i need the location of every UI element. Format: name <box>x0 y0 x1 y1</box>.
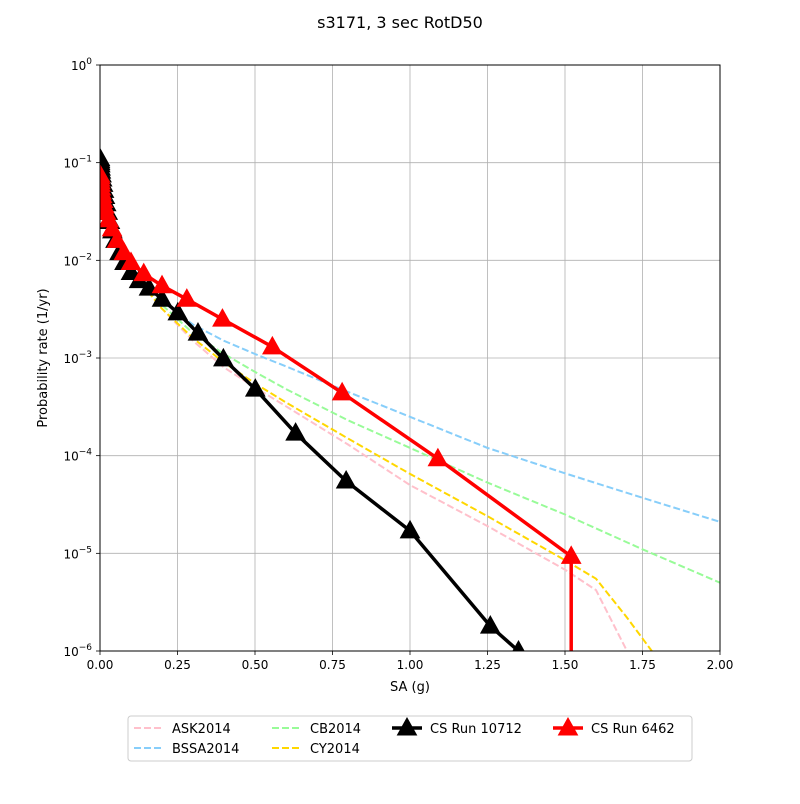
y-axis-label: Probability rate (1/yr) <box>36 288 51 427</box>
series-bssa2014 <box>100 162 720 523</box>
legend-frame <box>127 715 693 762</box>
y-tick-exponent: −4 <box>79 448 93 458</box>
y-tick-label: 10−1 <box>63 155 92 171</box>
legend: ASK2014 BSSA2014 CB2014 CY2014 CS Run 10712 C… <box>127 715 693 762</box>
data-point-cs-run-6462 <box>560 545 582 564</box>
data-point-cs-run-10712 <box>213 347 234 367</box>
y-tick-exponent: −1 <box>79 155 92 165</box>
y-tick-label: 10−4 <box>63 448 92 464</box>
legend-marker <box>396 716 418 736</box>
data-point-cs-run-10712 <box>335 469 357 489</box>
legend-marker <box>557 716 579 736</box>
x-tick-label: 0.25 <box>164 658 191 672</box>
data-point-cs-run-6462 <box>106 229 128 248</box>
x-tick-label: 1.75 <box>629 658 656 672</box>
data-point-cs-run-10712 <box>120 261 142 281</box>
legend-item-cs-run-6462: CS Run 6462 <box>553 716 675 737</box>
legend-label: BSSA2014 <box>172 742 239 757</box>
data-point-cs-run-6462 <box>212 308 233 327</box>
legend-item-cy2014: CY2014 <box>272 742 360 757</box>
x-tick-label: 1.50 <box>552 658 579 672</box>
data-point-cs-run-6462 <box>427 447 449 467</box>
data-point-cs-run-10712 <box>479 615 501 634</box>
y-tick-label: 10−6 <box>63 643 92 659</box>
y-tick-base: 10 <box>63 547 78 561</box>
y-tick-exponent: 0 <box>86 57 92 67</box>
x-tick-label: 1.25 <box>474 658 501 672</box>
legend-label: CB2014 <box>310 722 361 737</box>
y-tick-exponent: −5 <box>79 545 92 555</box>
legend-item-ask2014: ASK2014 <box>134 722 231 737</box>
x-axis-label: SA (g) <box>390 680 430 695</box>
data-point-cs-run-6462 <box>151 274 173 294</box>
data-point-cs-run-6462 <box>133 262 155 282</box>
data-point-cs-run-6462 <box>176 288 198 307</box>
x-tick-label: 1.00 <box>397 658 424 672</box>
x-tick-label: 2.00 <box>707 658 734 672</box>
data-point-cs-run-10712 <box>244 378 266 397</box>
data-point-cs-run-10712 <box>512 639 525 651</box>
y-tick-label: 100 <box>71 57 92 73</box>
legend-item-bssa2014: BSSA2014 <box>134 742 239 757</box>
y-tick-exponent: −2 <box>79 252 92 262</box>
y-tick-base: 10 <box>71 59 86 73</box>
legend-item-cb2014: CB2014 <box>272 722 361 737</box>
data-point-cs-run-6462 <box>331 381 353 401</box>
y-tick-base: 10 <box>63 254 78 268</box>
data-point-cs-run-6462 <box>262 335 283 355</box>
legend-label: ASK2014 <box>172 722 231 737</box>
data-point-cs-run-10712 <box>187 322 209 341</box>
x-tick-label: 0.75 <box>319 658 346 672</box>
y-tick-label: 10−2 <box>63 252 92 268</box>
x-tick-label: 0.00 <box>87 658 114 672</box>
y-tick-label: 10−3 <box>63 350 92 366</box>
x-axis-ticks: 0.00 0.25 0.50 0.75 1.00 1.25 1.50 1.75 2.00 <box>87 651 734 672</box>
y-tick-label: 10−5 <box>63 545 92 561</box>
y-tick-base: 10 <box>63 157 78 171</box>
legend-label: CS Run 6462 <box>591 722 675 737</box>
y-tick-exponent: −3 <box>79 350 92 360</box>
y-tick-base: 10 <box>63 450 78 464</box>
data-point-cs-run-10712 <box>285 422 306 441</box>
data-point-cs-run-6462 <box>113 241 135 261</box>
chart-title: s3171, 3 sec RotD50 <box>317 13 483 32</box>
legend-item-cs-run-10712: CS Run 10712 <box>392 716 522 737</box>
x-tick-label: 0.50 <box>242 658 269 672</box>
data-point-cs-run-6462 <box>120 251 142 271</box>
series-layer <box>100 147 720 651</box>
data-point-cs-run-10712 <box>167 301 189 321</box>
legend-label: CY2014 <box>310 742 360 757</box>
series-cs-run-6462 <box>100 163 582 651</box>
data-point-cs-run-10712 <box>399 519 421 539</box>
y-tick-exponent: −6 <box>79 643 93 653</box>
series-line-bssa2014 <box>100 162 720 523</box>
legend-label: CS Run 10712 <box>430 722 522 737</box>
y-tick-base: 10 <box>63 352 78 366</box>
y-tick-base: 10 <box>63 645 78 659</box>
data-point-cs-run-10712 <box>151 288 173 307</box>
